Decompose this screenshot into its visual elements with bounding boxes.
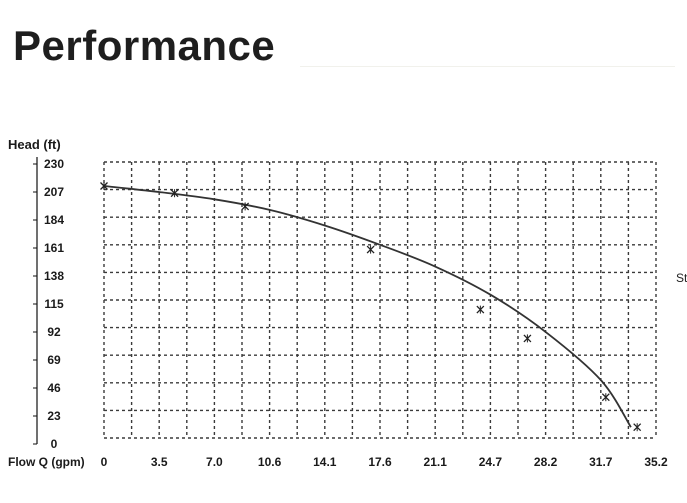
- x-tick-label: 35.2: [644, 455, 668, 469]
- page-title: Performance: [13, 22, 276, 69]
- title-divider: [300, 66, 675, 67]
- y-tick-label: 161: [44, 241, 64, 255]
- y-tick-label: 46: [47, 381, 61, 395]
- y-tick-label: 184: [44, 213, 64, 227]
- x-tick-labels: 0 3.5 7.0 10.6 14.1 17.6 21.1 24.7 28.2 31.7 35.2: [101, 455, 668, 469]
- x-tick-label: 24.7: [479, 455, 503, 469]
- y-tick-label: 138: [44, 269, 64, 283]
- data-point-marker: [523, 334, 532, 343]
- data-point-marker: [601, 393, 610, 402]
- y-tick-label: 92: [47, 325, 61, 339]
- y-tick-label: 207: [44, 185, 64, 199]
- chart-grid: [103, 161, 657, 439]
- clipped-label: St: [676, 271, 687, 285]
- y-tick-label: 0: [51, 437, 58, 451]
- x-tick-label: 17.6: [368, 455, 392, 469]
- x-tick-label: 14.1: [313, 455, 337, 469]
- x-tick-label: 0: [101, 455, 108, 469]
- x-tick-label: 28.2: [534, 455, 558, 469]
- x-tick-label: 3.5: [151, 455, 168, 469]
- data-point-marker: [366, 245, 375, 254]
- y-axis-label: Head (ft): [8, 137, 61, 152]
- data-point-marker: [170, 189, 179, 198]
- data-point-marker: [241, 202, 250, 211]
- data-point-marker: [476, 305, 485, 314]
- series-group: [100, 182, 642, 432]
- x-axis-label: Flow Q (gpm): [8, 455, 85, 469]
- performance-curve: [103, 185, 632, 428]
- y-tick-label: 23: [47, 409, 61, 423]
- x-tick-label: 31.7: [589, 455, 613, 469]
- x-tick-label: 7.0: [206, 455, 223, 469]
- y-tick-label: 69: [47, 353, 61, 367]
- x-tick-label: 10.6: [258, 455, 282, 469]
- data-point-marker: [100, 182, 108, 190]
- y-tick-label: 115: [44, 297, 64, 311]
- x-tick-label: 21.1: [424, 455, 448, 469]
- y-tick-label: 230: [44, 157, 64, 171]
- chart-axes: [33, 157, 38, 445]
- data-point-marker: [633, 423, 642, 432]
